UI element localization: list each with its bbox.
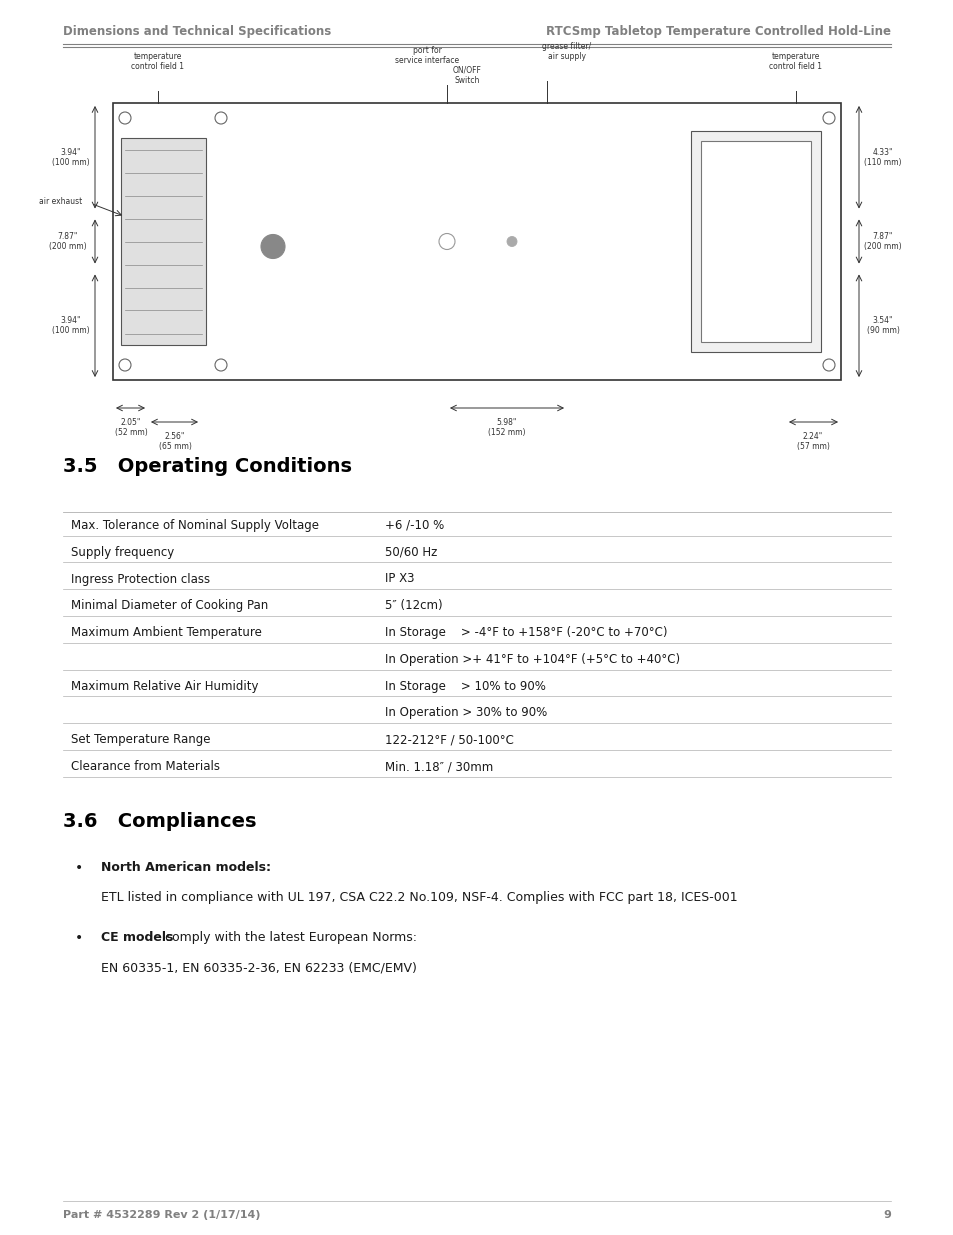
Text: Max. Tolerance of Nominal Supply Voltage: Max. Tolerance of Nominal Supply Voltage	[71, 519, 318, 532]
Text: 3.5   Operating Conditions: 3.5 Operating Conditions	[63, 457, 352, 475]
Text: North American models:: North American models:	[101, 862, 271, 874]
Text: 3.94"
(100 mm): 3.94" (100 mm)	[52, 147, 90, 167]
Text: ETL listed in compliance with UL 197, CSA C22.2 No.109, NSF-4. Complies with FCC: ETL listed in compliance with UL 197, CS…	[101, 892, 737, 904]
Circle shape	[506, 236, 517, 247]
Text: 122-212°F / 50-100°C: 122-212°F / 50-100°C	[385, 734, 514, 746]
Text: Part # 4532289 Rev 2 (1/17/14): Part # 4532289 Rev 2 (1/17/14)	[63, 1210, 260, 1220]
Text: grease filter/
air supply: grease filter/ air supply	[542, 42, 591, 61]
Text: 7.87"
(200 mm): 7.87" (200 mm)	[863, 232, 901, 251]
Text: Clearance from Materials: Clearance from Materials	[71, 760, 220, 773]
Text: 50/60 Hz: 50/60 Hz	[385, 546, 436, 558]
Text: 3.54"
(90 mm): 3.54" (90 mm)	[865, 316, 899, 336]
Text: Dimensions and Technical Specifications: Dimensions and Technical Specifications	[63, 25, 331, 38]
Text: In Storage    > -4°F to +158°F (-20°C to +70°C): In Storage > -4°F to +158°F (-20°C to +7…	[385, 626, 667, 638]
Text: RTCSmp Tabletop Temperature Controlled Hold-Line: RTCSmp Tabletop Temperature Controlled H…	[545, 25, 890, 38]
Text: Minimal Diameter of Cooking Pan: Minimal Diameter of Cooking Pan	[71, 599, 268, 613]
Text: •: •	[75, 931, 83, 945]
Text: •: •	[75, 861, 83, 876]
Text: 4.33"
(110 mm): 4.33" (110 mm)	[863, 147, 901, 167]
Text: 2.24"
(57 mm): 2.24" (57 mm)	[796, 432, 828, 452]
Text: 2.56"
(65 mm): 2.56" (65 mm)	[158, 432, 192, 452]
Text: 7.87"
(200 mm): 7.87" (200 mm)	[50, 232, 87, 251]
Text: In Storage    > 10% to 90%: In Storage > 10% to 90%	[385, 679, 545, 693]
Text: port for
service interface: port for service interface	[395, 46, 458, 65]
Text: temperature
control field 1: temperature control field 1	[769, 52, 821, 70]
Text: Ingress Protection class: Ingress Protection class	[71, 573, 210, 585]
Text: Maximum Ambient Temperature: Maximum Ambient Temperature	[71, 626, 262, 638]
Text: 3.6   Compliances: 3.6 Compliances	[63, 811, 256, 831]
Text: air exhaust: air exhaust	[39, 198, 83, 206]
Text: Set Temperature Range: Set Temperature Range	[71, 734, 211, 746]
Text: Supply frequency: Supply frequency	[71, 546, 174, 558]
Text: Min. 1.18″ / 30mm: Min. 1.18″ / 30mm	[385, 760, 493, 773]
Text: CE models: CE models	[101, 931, 173, 945]
Bar	[690, 131, 821, 352]
Text: Maximum Relative Air Humidity: Maximum Relative Air Humidity	[71, 679, 258, 693]
Text: 3.94"
(100 mm): 3.94" (100 mm)	[52, 316, 90, 336]
Text: In Operation >+ 41°F to +104°F (+5°C to +40°C): In Operation >+ 41°F to +104°F (+5°C to …	[385, 653, 679, 666]
Text: ON/OFF
Switch: ON/OFF Switch	[452, 65, 481, 85]
Bar	[700, 141, 810, 342]
Text: 2.05"
(52 mm): 2.05" (52 mm)	[114, 417, 147, 437]
Text: EN 60335-1, EN 60335-2-36, EN 62233 (EMC/EMV): EN 60335-1, EN 60335-2-36, EN 62233 (EMC…	[101, 962, 416, 974]
Text: comply with the latest European Norms:: comply with the latest European Norms:	[161, 931, 416, 945]
Bar	[121, 138, 206, 345]
Text: 5″ (12cm): 5″ (12cm)	[385, 599, 442, 613]
Text: IP X3: IP X3	[385, 573, 414, 585]
Text: 5.98"
(152 mm): 5.98" (152 mm)	[488, 417, 525, 437]
Text: In Operation > 30% to 90%: In Operation > 30% to 90%	[385, 706, 547, 720]
Text: 9: 9	[882, 1210, 890, 1220]
Text: +6 /-10 %: +6 /-10 %	[385, 519, 444, 532]
Circle shape	[261, 235, 285, 258]
Bar	[112, 103, 841, 380]
Text: temperature
control field 1: temperature control field 1	[132, 52, 184, 70]
